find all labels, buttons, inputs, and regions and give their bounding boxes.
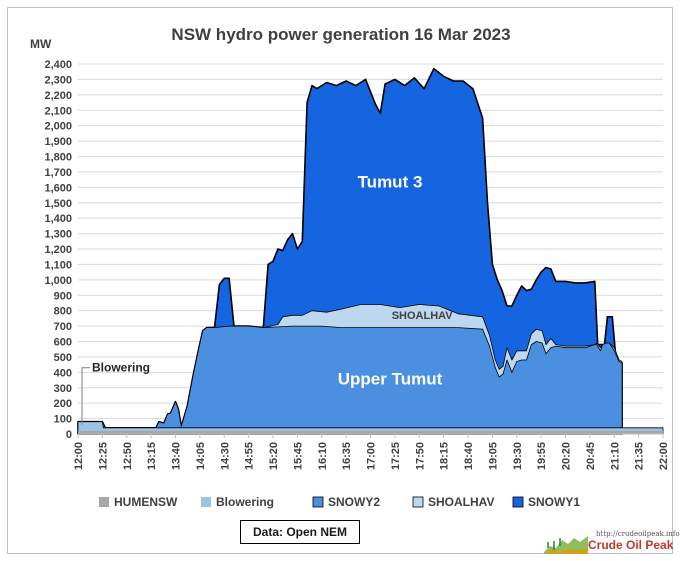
logo-name: Crude Oil Peak (588, 538, 674, 552)
chart: NSW hydro power generation 16 Mar 2023 M… (30, 25, 670, 509)
legend-label: HUMENSW (114, 495, 178, 509)
x-tick-label: 22:00 (658, 442, 670, 470)
y-tick-label: 300 (54, 383, 72, 395)
x-tick-label: 14:55 (244, 442, 256, 470)
legend-swatch (512, 496, 524, 508)
y-tick-label: 2,400 (44, 59, 72, 71)
x-tick-label: 16:35 (341, 442, 353, 470)
area-series (77, 67, 664, 435)
label-shoalhav: SHOALHAV (392, 310, 454, 322)
x-tick-label: 18:40 (463, 442, 475, 470)
x-tick-label: 14:30 (219, 442, 231, 470)
x-tick-label: 21:35 (634, 442, 646, 470)
x-tick-label: 20:45 (585, 442, 597, 470)
x-tick-label: 21:10 (609, 442, 621, 470)
legend-label: SNOWY1 (528, 495, 580, 509)
x-tick-label: 12:00 (73, 442, 85, 470)
legend-label: SHOALHAV (428, 495, 494, 509)
y-tick-label: 2,300 (44, 74, 72, 86)
y-tick-label: 100 (54, 414, 72, 426)
y-tick-label: 1,900 (44, 136, 72, 148)
area-snowy2 (77, 325, 623, 435)
annotations: Tumut 3 SHOALHAV Upper Tumut Blowering (81, 172, 454, 425)
chart-frame: NSW hydro power generation 16 Mar 2023 M… (7, 7, 680, 554)
legend-swatch (412, 496, 424, 508)
y-tick-label: 600 (54, 337, 72, 349)
chart-title: NSW hydro power generation 16 Mar 2023 (171, 25, 510, 44)
label-upper-tumut: Upper Tumut (338, 370, 443, 389)
x-tick-label: 12:25 (97, 442, 109, 470)
legend-swatch (312, 496, 324, 508)
x-tick-label: 17:25 (390, 442, 402, 470)
y-tick-label: 1,400 (44, 213, 72, 225)
logo-graphic-icon (544, 532, 588, 554)
x-tick-labels: 12:00 12:25 12:50 13:15 13:40 14:05 14:30 14:55… (73, 434, 670, 470)
y-tick-label: 2,200 (44, 90, 72, 102)
x-tick-label: 16:10 (317, 442, 329, 470)
y-tick-label: 1,000 (44, 275, 72, 287)
y-tick-label: 1,100 (44, 259, 72, 271)
legend-label: Blowering (216, 495, 274, 509)
y-tick-label: 1,200 (44, 244, 72, 256)
y-tick-label: 0 (66, 429, 72, 441)
x-tick-label: 17:00 (366, 442, 378, 470)
x-tick-label: 18:15 (439, 442, 451, 470)
legend-label: SNOWY2 (328, 495, 380, 509)
y-tick-label: 1,300 (44, 229, 72, 241)
x-tick-label: 20:20 (561, 442, 573, 470)
x-tick-label: 12:50 (122, 442, 134, 470)
x-tick-label: 13:40 (171, 442, 183, 470)
y-tick-label: 2,000 (44, 121, 72, 133)
y-tick-label: 800 (54, 306, 72, 318)
x-tick-label: 17:50 (414, 442, 426, 470)
legend-swatch (201, 497, 211, 507)
y-tick-label: 1,700 (44, 167, 72, 179)
x-tick-label: 14:05 (195, 442, 207, 470)
y-tick-label: 1,800 (44, 152, 72, 164)
x-tick-label: 19:30 (512, 442, 524, 470)
y-tick-label: 700 (54, 321, 72, 333)
y-tick-labels: 0 100 200 300 400 500 600 700 800 900 1,000 1,100 1,… (44, 59, 72, 441)
x-tick-label: 13:15 (146, 442, 158, 470)
y-tick-label: 200 (54, 398, 72, 410)
y-tick-label: 2,100 (44, 105, 72, 117)
area-humensw-band (78, 430, 663, 434)
blowering-callout-line (81, 367, 90, 425)
y-tick-label: 1,500 (44, 198, 72, 210)
legend: HUMENSW Blowering SNOWY2 SHOALHAV SNOWY1 (99, 495, 580, 509)
x-tick-label: 15:20 (268, 442, 280, 470)
y-tick-label: 1,600 (44, 182, 72, 194)
x-tick-label: 19:55 (536, 442, 548, 470)
y-tick-label: 500 (54, 352, 72, 364)
label-tumut-3: Tumut 3 (358, 172, 423, 191)
legend-swatch (99, 497, 109, 507)
x-tick-label: 19:05 (487, 442, 499, 470)
source-note: Data: Open NEM (240, 520, 360, 544)
crude-oil-peak-logo: http://crudeoilpeak.info Crude Oil Peak (544, 530, 680, 554)
y-tick-label: 400 (54, 367, 72, 379)
logo-url: http://crudeoilpeak.info (596, 530, 680, 538)
y-tick-label: 900 (54, 290, 72, 302)
label-blowering: Blowering (92, 361, 150, 375)
x-tick-label: 15:45 (292, 442, 304, 470)
y-axis-label: MW (30, 37, 52, 51)
